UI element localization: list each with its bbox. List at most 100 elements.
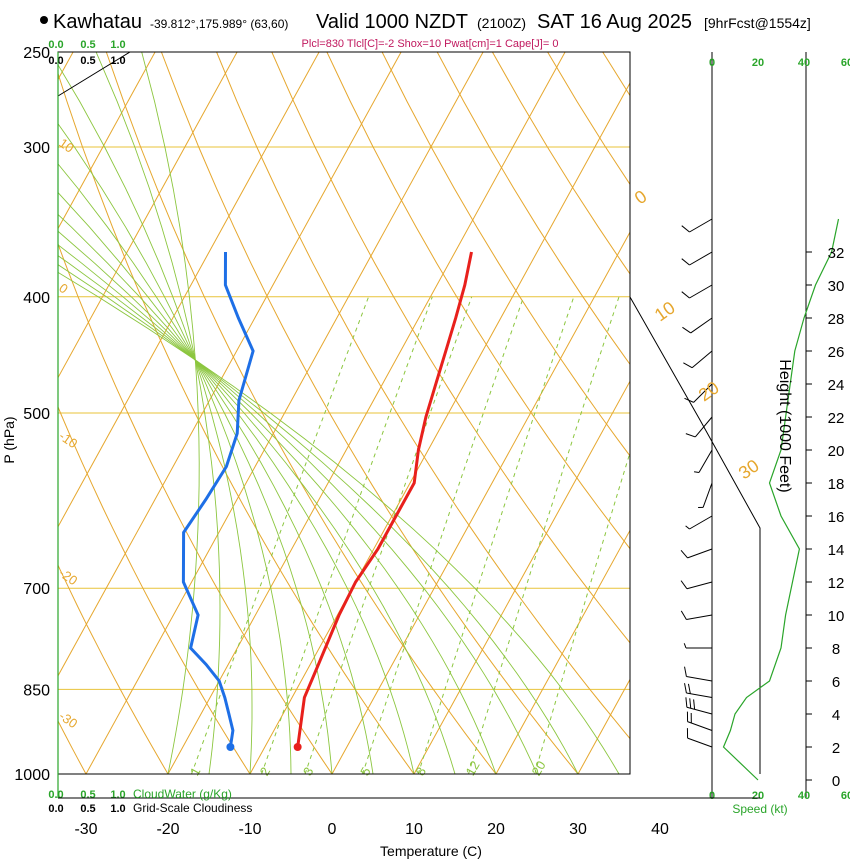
wind-barb-flag bbox=[682, 226, 690, 232]
cloudiness-top-tick: 0.0 bbox=[48, 55, 63, 67]
speed-tick-top: 60 bbox=[841, 57, 850, 69]
wind-barb bbox=[681, 611, 712, 620]
wind-barb-shaft bbox=[687, 582, 712, 589]
wind-barb-shaft bbox=[692, 351, 712, 368]
x-tick-label: 0 bbox=[328, 821, 337, 838]
height-tick-label: 20 bbox=[828, 443, 845, 460]
cloudwater-top-tick: 0.0 bbox=[48, 39, 63, 51]
y-tick-label: 1000 bbox=[14, 767, 50, 784]
speed-tick-top: 20 bbox=[752, 57, 764, 69]
wind-barb bbox=[682, 318, 712, 333]
x-axis-title: Temperature (C) bbox=[380, 843, 482, 859]
wind-barb-flag bbox=[690, 698, 691, 708]
wind-barb-shaft bbox=[699, 450, 712, 473]
wind-barb bbox=[681, 549, 712, 558]
cloudiness-top-tick: 0.5 bbox=[80, 55, 95, 67]
y-tick-label: 500 bbox=[23, 406, 50, 423]
wind-barb-flag bbox=[685, 683, 687, 693]
mixing-ratio-label: 1 bbox=[187, 764, 204, 778]
wind-barb-half-flag bbox=[684, 643, 686, 648]
height-axis-title: Height (1000 Feet) bbox=[776, 359, 793, 492]
wind-barb-flag bbox=[682, 259, 690, 265]
height-tick-label: 28 bbox=[828, 311, 845, 328]
height-tick-label: 16 bbox=[828, 509, 845, 526]
height-tick-label: 30 bbox=[828, 278, 845, 295]
wind-barb-flag bbox=[686, 434, 695, 437]
x-tick-label: 30 bbox=[569, 821, 587, 838]
wind-barb-shaft bbox=[691, 318, 712, 333]
wind-panel-boundary bbox=[630, 52, 760, 774]
mixing-ratio-line bbox=[535, 297, 679, 774]
wind-barb bbox=[694, 450, 712, 473]
height-tick-label: 10 bbox=[828, 608, 845, 625]
mixing-ratio-line bbox=[469, 297, 620, 774]
station-name: Kawhatau bbox=[53, 11, 142, 33]
temperature-line bbox=[298, 252, 472, 747]
dry-adiabat-label: 10 bbox=[56, 135, 76, 156]
wind-barb-shaft bbox=[689, 285, 712, 298]
height-tick-label: 18 bbox=[828, 476, 845, 493]
utc-label: (2100Z) bbox=[477, 15, 526, 31]
speed-tick-bottom: 0 bbox=[709, 790, 715, 802]
station-coords: -39.812°,175.989° (63,60) bbox=[150, 17, 288, 31]
wind-barb bbox=[685, 683, 712, 697]
speed-axis-title: Speed (kt) bbox=[732, 802, 787, 816]
height-tick-label: 32 bbox=[828, 245, 845, 262]
station-bullet-icon bbox=[40, 16, 48, 24]
height-tick-label: 12 bbox=[828, 575, 845, 592]
height-tick-label: 26 bbox=[828, 344, 845, 361]
speed-tick-top: 40 bbox=[798, 57, 810, 69]
wind-barb bbox=[687, 712, 712, 731]
speed-tick-bottom: 20 bbox=[752, 790, 764, 802]
wind-barb-shaft bbox=[688, 549, 712, 558]
mixing-ratio-label: 5 bbox=[357, 764, 374, 778]
wind-barb-flag bbox=[681, 550, 688, 558]
speed-tick-top: 0 bbox=[709, 57, 715, 69]
wind-barb bbox=[682, 285, 712, 298]
isotherm-label: 30 bbox=[735, 455, 763, 483]
wind-barb bbox=[683, 351, 712, 368]
height-tick-label: 22 bbox=[828, 410, 845, 427]
y-tick-label: 250 bbox=[23, 45, 50, 62]
wind-barb-shaft bbox=[695, 417, 712, 437]
y-tick-label: 400 bbox=[23, 290, 50, 307]
valid-label: Valid 1000 NZDT bbox=[316, 11, 468, 33]
parcel-info: Plcl=830 Tlcl[C]=-2 Shox=10 Pwat[cm]=1 C… bbox=[302, 38, 559, 50]
x-tick-label: -10 bbox=[238, 821, 261, 838]
dry-adiabat bbox=[603, 52, 850, 774]
height-tick-label: 4 bbox=[832, 707, 840, 724]
wind-barb bbox=[687, 728, 712, 747]
height-tick-label: 24 bbox=[828, 377, 845, 394]
cloudwater-top-tick: 0.5 bbox=[80, 39, 95, 51]
x-tick-label: 40 bbox=[651, 821, 669, 838]
temperature-surface-dot bbox=[294, 743, 302, 751]
wind-barb bbox=[686, 516, 712, 529]
speed-tick-bottom: 60 bbox=[841, 790, 850, 802]
mixing-ratio-label: 3 bbox=[300, 764, 317, 778]
cloudwater-label: CloudWater (g/Kg) bbox=[133, 787, 232, 801]
isotherm-label: 10 bbox=[651, 297, 679, 325]
height-tick-label: 2 bbox=[832, 740, 840, 757]
wind-barb bbox=[682, 252, 712, 265]
wind-barb bbox=[686, 697, 712, 714]
height-tick-label: 8 bbox=[832, 641, 840, 658]
date-label: SAT 16 Aug 2025 bbox=[537, 11, 692, 33]
isotherm-line bbox=[660, 52, 850, 774]
y-tick-label: 700 bbox=[23, 581, 50, 598]
cloudwater-bottom-tick: 0.0 bbox=[48, 789, 63, 801]
wind-barb bbox=[682, 219, 712, 232]
y-axis-title: P (hPa) bbox=[1, 416, 17, 463]
y-tick-label: 300 bbox=[23, 140, 50, 157]
wind-barb bbox=[681, 581, 712, 589]
wind-barb-flag bbox=[694, 699, 695, 709]
x-tick-label: -30 bbox=[74, 821, 97, 838]
wind-barb-flag bbox=[683, 363, 692, 368]
wind-barb-shaft bbox=[689, 252, 712, 265]
y-tick-label: 850 bbox=[23, 682, 50, 699]
wind-barb-flag bbox=[681, 611, 686, 620]
cloudiness-top-tick: 1.0 bbox=[110, 55, 125, 67]
cloudiness-bottom-tick: 1.0 bbox=[110, 803, 125, 815]
wind-barb-flag bbox=[682, 327, 690, 333]
